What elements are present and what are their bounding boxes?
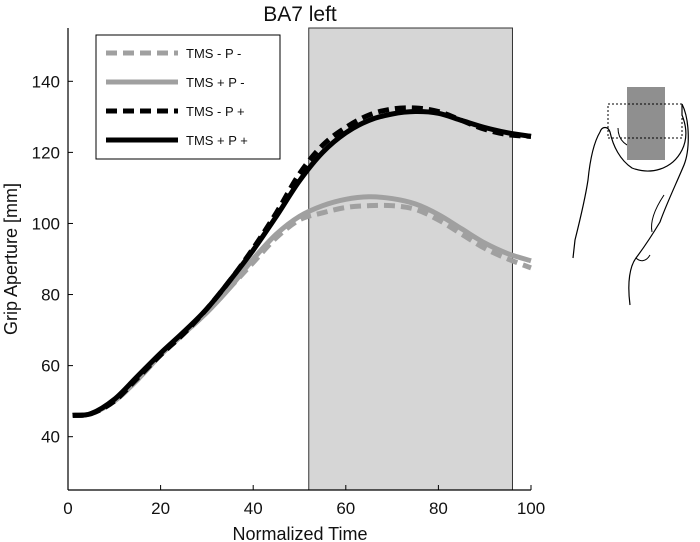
y-axis: 40 60 80 100 120 140 (32, 72, 73, 447)
legend-label-2: TMS + P - (186, 75, 245, 90)
series-line-3 (72, 105, 532, 418)
x-axis-label: Normalized Time (232, 524, 367, 542)
x-tick-label: 0 (63, 499, 72, 518)
y-axis-label: Grip Aperture [mm] (1, 183, 21, 335)
y-tick-label: 60 (41, 357, 60, 376)
y-tick-label: 100 (32, 214, 60, 233)
x-tick-label: 20 (151, 499, 170, 518)
plot-area (67, 27, 532, 491)
y-tick-label: 80 (41, 286, 60, 305)
x-tick-label: 40 (244, 499, 263, 518)
chart-title: BA7 left (263, 3, 337, 26)
x-tick-label: 100 (517, 499, 545, 518)
legend-label-4: TMS + P + (186, 133, 248, 148)
legend-label-1: TMS - P - (186, 46, 241, 61)
y-tick-label: 140 (32, 72, 60, 91)
y-tick-label: 40 (41, 428, 60, 447)
y-tick-label: 120 (32, 143, 60, 162)
hand-grip-illustration (572, 87, 689, 306)
x-tick-label: 60 (336, 499, 355, 518)
legend: TMS - P - TMS + P - TMS - P + TMS + P + (95, 34, 281, 160)
shaded-region (308, 27, 513, 491)
x-tick-label: 80 (429, 499, 448, 518)
legend-label-3: TMS - P + (186, 104, 245, 119)
x-axis: 0 20 40 60 80 100 (63, 485, 545, 518)
